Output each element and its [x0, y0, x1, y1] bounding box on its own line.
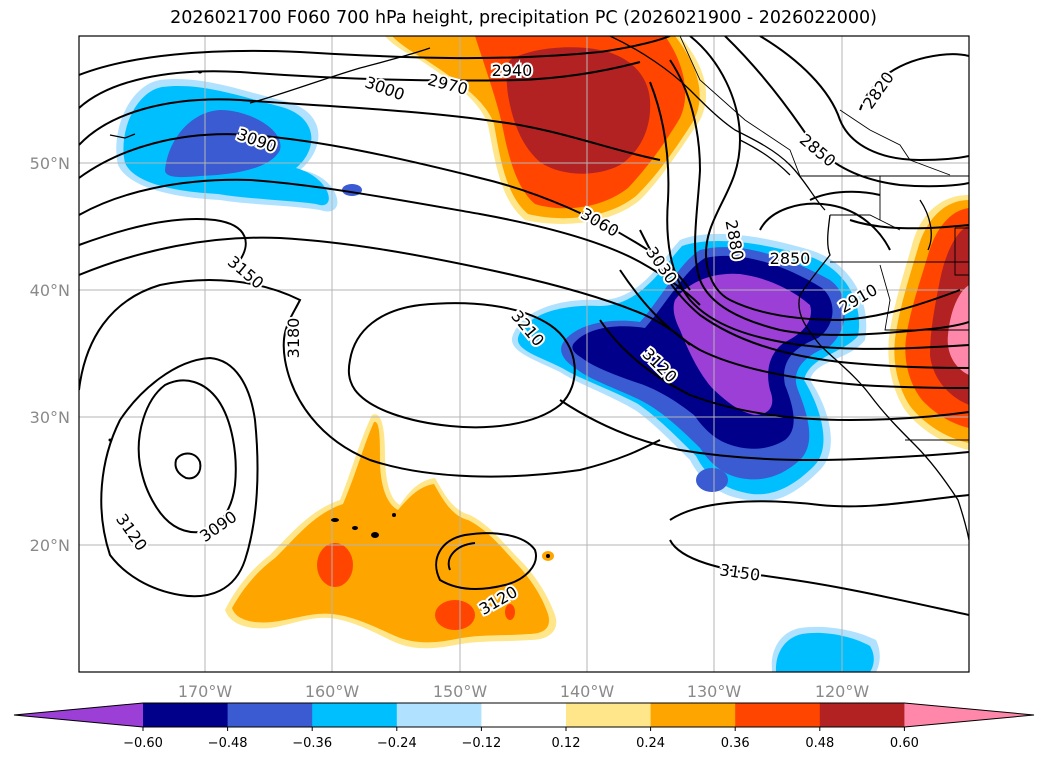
colorbar-tick-label: −0.12	[461, 736, 501, 751]
lat-label: 40°N	[30, 281, 70, 300]
latitude-labels: 50°N 40°N 30°N 20°N	[30, 154, 70, 555]
colorbar-tick-label: 0.12	[552, 736, 581, 751]
colorbar-segment	[819, 703, 905, 727]
colorbar-extend-max	[904, 703, 1034, 727]
colorbar-tick-label: −0.48	[208, 736, 248, 751]
lon-label: 170°W	[178, 682, 233, 701]
colorbar-tick-label: 0.60	[890, 736, 919, 751]
svg-text:3180: 3180	[284, 318, 303, 359]
colorbar-segment	[650, 703, 736, 727]
colorbar-extend-min	[14, 703, 143, 727]
colorbar-tick-label: −0.36	[292, 736, 332, 751]
lat-label: 30°N	[30, 408, 70, 427]
colorbar-tick-label: −0.24	[377, 736, 417, 751]
colorbar-tick-label: 0.48	[805, 736, 834, 751]
precip-negative-south	[771, 626, 880, 672]
svg-text:2940: 2940	[492, 61, 533, 80]
colorbar-segment	[143, 703, 229, 727]
lon-label: 150°W	[433, 682, 488, 701]
colorbar-segment	[481, 703, 567, 727]
colorbar-segment	[312, 703, 398, 727]
lon-label: 160°W	[305, 682, 360, 701]
plot-frame	[78, 35, 970, 673]
colorbar-segment	[227, 703, 313, 727]
colorbar-tick-label: 0.36	[721, 736, 750, 751]
lat-label: 20°N	[30, 536, 70, 555]
lon-label: 130°W	[687, 682, 742, 701]
height-contours	[79, 36, 969, 616]
colorbar-segment	[735, 703, 821, 727]
lon-label: 120°W	[815, 682, 870, 701]
contour-label: 2940	[490, 59, 535, 82]
precip-positive-east	[888, 195, 969, 450]
map-title: 2026021700 F060 700 hPa height, precipit…	[170, 8, 877, 28]
colorbar-tick-label: −0.60	[123, 736, 163, 751]
colorbar-segment	[566, 703, 652, 727]
colorbar: −0.60 −0.48 −0.36 −0.24 −0.12 0.12 0.24 0.36 0.4…	[13, 702, 1035, 751]
precip-negative-west	[116, 79, 362, 212]
svg-text:2850: 2850	[770, 249, 811, 268]
islands	[108, 70, 550, 558]
contour-label: 3180	[282, 316, 305, 361]
contour-label: 2850	[768, 247, 813, 270]
longitude-labels: 170°W 160°W 150°W 140°W 130°W 120°W	[178, 682, 870, 701]
colorbar-tick-label: 0.24	[636, 736, 665, 751]
precip-positive-north	[385, 36, 707, 224]
lat-label: 50°N	[30, 154, 70, 173]
lon-label: 140°W	[560, 682, 615, 701]
colorbar-segment	[396, 703, 482, 727]
